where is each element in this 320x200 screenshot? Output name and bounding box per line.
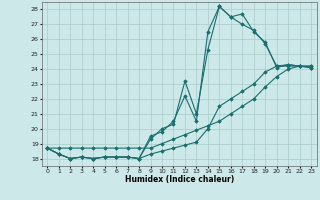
X-axis label: Humidex (Indice chaleur): Humidex (Indice chaleur) [124, 175, 234, 184]
